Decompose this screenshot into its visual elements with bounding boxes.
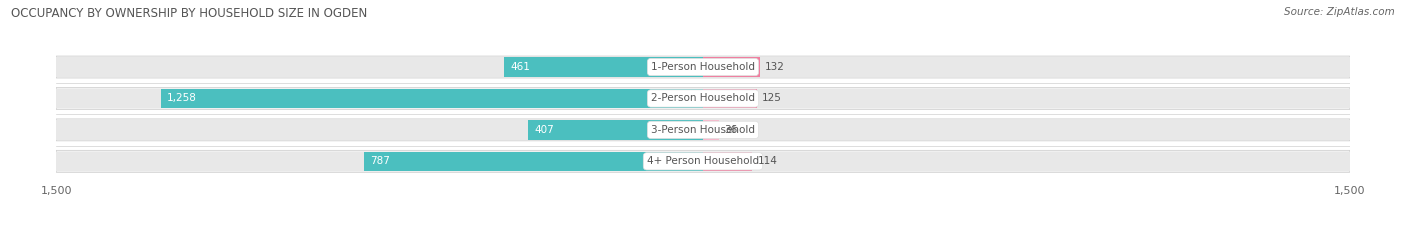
Text: 4+ Person Household: 4+ Person Household: [647, 156, 759, 166]
Text: OCCUPANCY BY OWNERSHIP BY HOUSEHOLD SIZE IN OGDEN: OCCUPANCY BY OWNERSHIP BY HOUSEHOLD SIZE…: [11, 7, 367, 20]
Text: 787: 787: [370, 156, 389, 166]
Text: 132: 132: [765, 62, 785, 72]
Text: 461: 461: [510, 62, 530, 72]
Text: 125: 125: [762, 93, 782, 103]
Bar: [160, 89, 703, 108]
Bar: [703, 152, 1350, 171]
FancyBboxPatch shape: [56, 56, 1350, 78]
Bar: [703, 57, 1350, 77]
Text: 1,258: 1,258: [167, 93, 197, 103]
FancyBboxPatch shape: [56, 87, 1350, 110]
Bar: [703, 152, 752, 171]
Bar: [527, 120, 703, 140]
Bar: [505, 57, 703, 77]
Text: 36: 36: [724, 125, 737, 135]
Text: Source: ZipAtlas.com: Source: ZipAtlas.com: [1284, 7, 1395, 17]
Bar: [56, 57, 703, 77]
FancyBboxPatch shape: [56, 119, 1350, 141]
Text: 2-Person Household: 2-Person Household: [651, 93, 755, 103]
Bar: [56, 89, 703, 108]
Text: 114: 114: [758, 156, 778, 166]
Bar: [56, 120, 703, 140]
Text: 1-Person Household: 1-Person Household: [651, 62, 755, 72]
Bar: [364, 152, 703, 171]
Bar: [703, 89, 756, 108]
Bar: [703, 120, 718, 140]
Text: 3-Person Household: 3-Person Household: [651, 125, 755, 135]
Bar: [703, 120, 1350, 140]
Legend: Owner-occupied, Renter-occupied: Owner-occupied, Renter-occupied: [581, 231, 825, 233]
Bar: [56, 152, 703, 171]
Bar: [703, 89, 1350, 108]
FancyBboxPatch shape: [56, 150, 1350, 172]
Text: 407: 407: [534, 125, 554, 135]
Bar: [703, 57, 759, 77]
